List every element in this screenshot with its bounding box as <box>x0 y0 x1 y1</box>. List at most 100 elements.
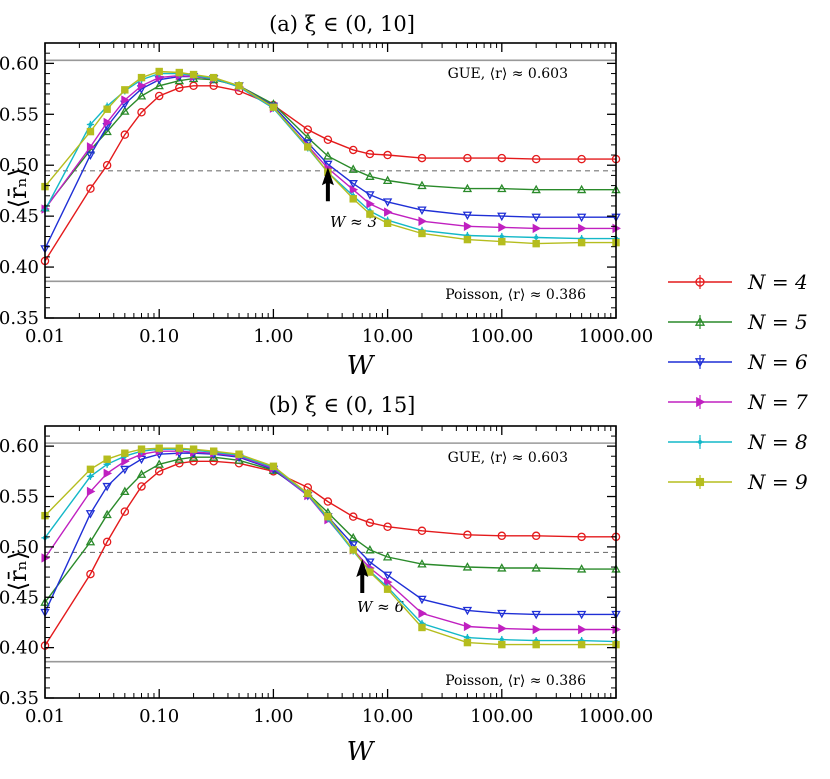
panel-a-x-tick-label-2: 1.00 <box>253 326 293 347</box>
panel-a-series-0-point-2 <box>102 160 112 170</box>
panel-b-series-3-point-1 <box>86 486 96 497</box>
legend-entry-2-label: N = 6 <box>747 350 808 374</box>
panel-a-series-2-line <box>44 75 616 250</box>
panel-b-x-tick-label-1: 0.10 <box>139 706 179 727</box>
panel-b-series-2-point-1 <box>85 510 96 519</box>
panel-b-y-tick-label-5: 0.60 <box>0 436 39 457</box>
panel-a-series-0-point-4 <box>137 108 146 117</box>
panel-b-series-5-point-9 <box>235 450 243 458</box>
panel-b-series-0-point-12 <box>323 497 333 506</box>
panel-b-series-0-point-18 <box>497 531 507 541</box>
panel-a-series-5-line <box>44 70 616 245</box>
panel-b-series-4 <box>41 445 620 646</box>
panel-a-series-3-point-20 <box>578 223 587 234</box>
panel-a-series-5-point-18 <box>498 237 506 246</box>
panel-b-x-label: W <box>347 737 376 767</box>
panel-b-frame <box>44 425 617 699</box>
panel-a-series-2-point-13 <box>348 180 358 189</box>
panel-b-series-2-point-16 <box>417 595 427 605</box>
panel-a-series-3-point-4 <box>137 81 147 91</box>
panel-a-series-0-point-13 <box>348 145 358 155</box>
panel-b-series-3-point-18 <box>498 623 507 634</box>
panel-b-series-5-point-17 <box>463 638 472 647</box>
legend-entry-5-marker <box>695 477 705 487</box>
panel-a-series-1-point-3 <box>120 106 130 115</box>
panel-a-x-tick-label-1: 0.10 <box>139 326 179 347</box>
panel-b-series-0-point-17 <box>463 530 472 540</box>
panel-a-series-5-point-20 <box>577 238 586 247</box>
panel-b-series-5-point-8 <box>209 447 218 455</box>
legend-entry-3: N = 7 <box>668 390 808 414</box>
panel-a-gue-label: GUE, ⟨r⟩ ≈ 0.603 <box>448 66 568 82</box>
panel-a-series-5-point-13 <box>349 195 357 203</box>
panel-a-series-0-point-14 <box>365 149 375 159</box>
panel-b-arrow <box>356 558 369 593</box>
panel-a-series-5-point-15 <box>383 219 392 227</box>
panel-b-series-5-line <box>44 447 616 646</box>
panel-b-series-5-point-5 <box>155 444 163 452</box>
panel-a-series-3-point-17 <box>463 221 473 232</box>
panel-a-series-3-point-3 <box>121 95 130 105</box>
panel-b-y-tick-label-4: 0.55 <box>0 487 39 508</box>
panel-a-series-1-point-12 <box>323 151 333 160</box>
panel-b-series-1-point-17 <box>462 562 473 571</box>
legend-entry-0-label: N = 4 <box>747 270 808 294</box>
panel-b-series-0 <box>40 457 621 650</box>
panel-a-series-5-point-14 <box>366 210 374 218</box>
panel-b-series-5-point-10 <box>269 462 278 471</box>
panel-a-series-3-point-15 <box>384 207 393 217</box>
legend: N = 4 N = 5 N = 6 N = 7 N = 8 N = 9 <box>668 270 808 494</box>
legend-entry-4-label: N = 8 <box>747 430 808 454</box>
panel-b-series-0-point-3 <box>120 507 130 516</box>
panel-b-series-5-point-7 <box>189 445 198 453</box>
panel-b-y-tick-label-3: 0.50 <box>0 537 39 558</box>
panel-a-series-2-point-17 <box>462 211 473 221</box>
panel-b-series-1 <box>40 452 621 606</box>
panel-b-x-tick-label-2: 1.00 <box>253 706 293 727</box>
panel-a-series-4-point-19 <box>532 233 540 242</box>
panel-a-series-1-point-2 <box>102 126 112 136</box>
panel-b-series-2-point-13 <box>348 541 358 550</box>
panel-b-series-2-line <box>44 452 616 616</box>
panel-a-series-1-point-14 <box>365 171 375 180</box>
panel-a-y-tick-label-5: 0.60 <box>0 53 39 74</box>
panel-b-series-0-point-4 <box>137 482 146 491</box>
panel-b-series-2-point-20 <box>576 610 587 620</box>
panel-b-series-1-point-20 <box>576 564 587 573</box>
panel-a-series-5-point-2 <box>103 105 111 113</box>
panel-a-series-2-point-16 <box>417 206 427 215</box>
panel-a-series-3-point-18 <box>498 222 507 233</box>
panel-b-series-2-point-17 <box>462 606 473 616</box>
panel-a-series-1-point-6 <box>174 75 185 85</box>
panel-a-series-1-point-4 <box>136 91 147 100</box>
panel-b-series-1-point-4 <box>136 469 147 478</box>
panel-b-series-3-point-17 <box>463 621 473 632</box>
panel-a-series-0-point-16 <box>417 153 427 163</box>
panel-b-series-1-point-16 <box>417 559 427 568</box>
panel-b-series-0-point-1 <box>86 569 95 579</box>
panel-b-title: (b) ξ ∈ (0, 15] <box>269 393 416 417</box>
panel-b-series-1-point-7 <box>188 452 199 461</box>
panel-a-series-0-point-3 <box>120 130 130 139</box>
panel-a-series-5-point-19 <box>532 239 540 248</box>
panel-b-series-3-line <box>44 450 616 631</box>
panel-b-series-1-point-2 <box>102 509 112 519</box>
legend-entry-4-marker <box>696 438 704 446</box>
panel-b-series-2-point-19 <box>531 610 541 620</box>
panel-b-series-1-point-13 <box>348 532 358 542</box>
panel-b-series-0-point-13 <box>348 512 358 521</box>
panel-a-series-1-point-20 <box>576 184 587 194</box>
panel-a-y-tick-label-1: 0.40 <box>0 257 39 278</box>
panel-a-series-3-point-2 <box>103 117 113 128</box>
legend-entry-1: N = 5 <box>668 310 808 334</box>
panel-a-series-2-point-1 <box>85 151 96 160</box>
panel-a-series-0-point-1 <box>86 184 95 193</box>
panel-b-series-3-point-16 <box>418 608 427 619</box>
panel-a-x-tick-label-3: 10.00 <box>362 326 414 347</box>
panel-b-y-tick-label-1: 0.40 <box>0 638 39 659</box>
panel-b-series-3-point-2 <box>103 468 113 479</box>
panel-b-x-tick-label-5: 1000.00 <box>579 706 653 727</box>
panel-a-frame <box>44 42 617 319</box>
panel-b-gue-label: GUE, ⟨r⟩ ≈ 0.603 <box>448 450 568 466</box>
panel-a-series-3-point-13 <box>349 184 359 195</box>
